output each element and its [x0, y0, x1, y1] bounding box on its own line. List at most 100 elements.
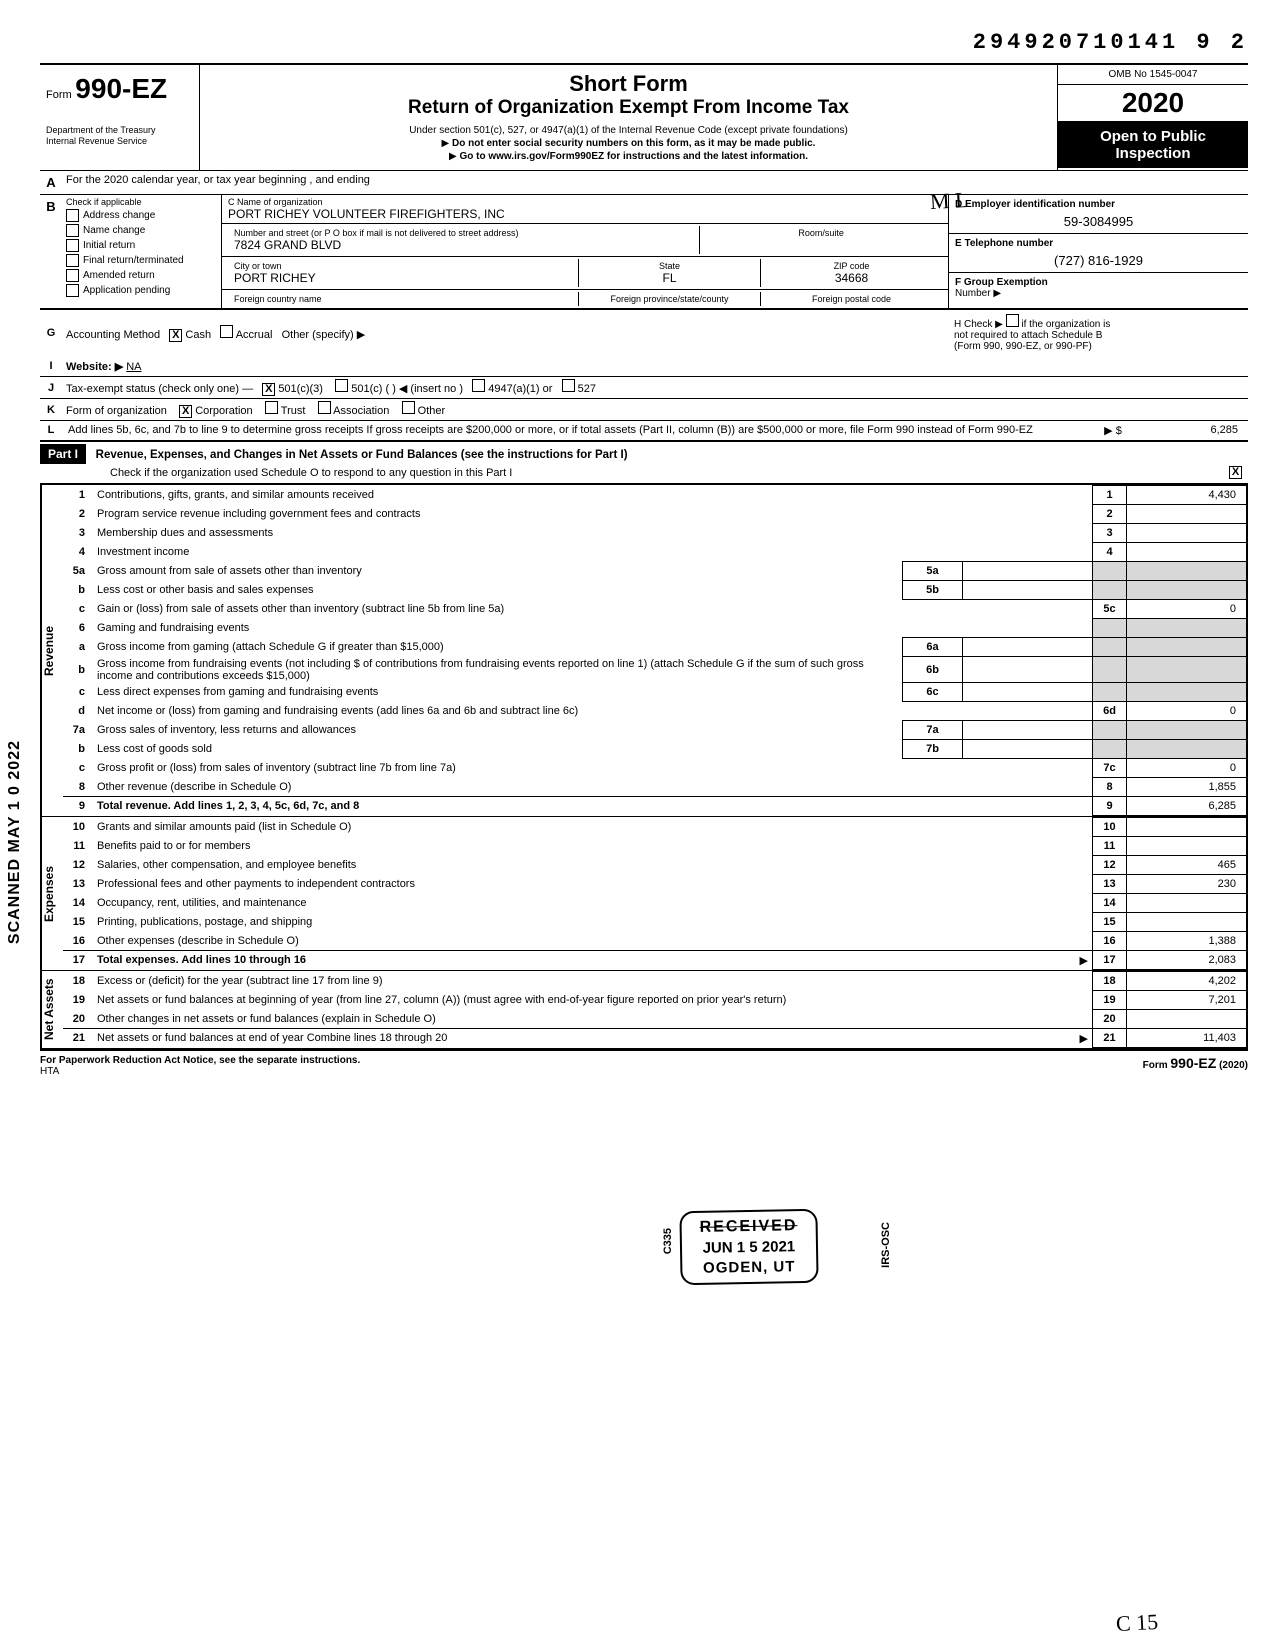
line-10-desc: Grants and similar amounts paid (list in…	[93, 818, 1093, 837]
foreign-province-label: Foreign province/state/county	[585, 294, 754, 304]
label-l: L	[40, 424, 62, 437]
line-7b-box: 7b	[903, 740, 963, 759]
net-assets-side-label: Net Assets	[41, 971, 63, 1048]
line-9-desc: Total revenue. Add lines 1, 2, 3, 4, 5c,…	[93, 797, 1093, 816]
line-21-desc: Net assets or fund balances at end of ye…	[93, 1029, 1047, 1048]
chk-schedule-o-part1[interactable]	[1229, 466, 1242, 479]
line-6c-box: 6c	[903, 683, 963, 702]
foreign-postal-label: Foreign postal code	[767, 294, 936, 304]
line-19-desc: Net assets or fund balances at beginning…	[93, 991, 1093, 1010]
omb-box: OMB No 1545-0047 2020 Open to Public Ins…	[1058, 65, 1248, 170]
chk-trust[interactable]	[265, 401, 278, 414]
chk-label: Address change	[83, 210, 155, 221]
row-h: H Check ▶ if the organization is not req…	[948, 312, 1248, 354]
net-assets-section: Net Assets 18Excess or (deficit) for the…	[40, 970, 1248, 1049]
state-label: State	[585, 261, 754, 271]
opt-trust: Trust	[281, 405, 306, 417]
opt-527: 527	[578, 383, 596, 395]
opt-association: Association	[333, 405, 389, 417]
line-18-desc: Excess or (deficit) for the year (subtra…	[93, 972, 1093, 991]
title-sub: Return of Organization Exempt From Incom…	[210, 97, 1047, 119]
chk-cash[interactable]	[169, 329, 182, 342]
tax-exempt-label: Tax-exempt status (check only one) —	[66, 383, 253, 395]
line-5a-desc: Gross amount from sale of assets other t…	[93, 562, 903, 581]
open-to-public: Open to Public Inspection	[1058, 122, 1248, 168]
form-header: Form 990-EZ Department of the Treasury I…	[40, 63, 1248, 171]
stamp-location: OGDEN, UT	[700, 1258, 798, 1277]
line-7a-desc: Gross sales of inventory, less returns a…	[93, 721, 903, 740]
phone-cell: E Telephone number (727) 816-1929	[949, 234, 1248, 273]
line-18-val: 4,202	[1127, 972, 1247, 991]
chk-4947[interactable]	[472, 379, 485, 392]
form-prefix: Form	[46, 89, 72, 101]
state-value: FL	[585, 271, 754, 285]
footer-row: For Paperwork Reduction Act Notice, see …	[40, 1049, 1248, 1077]
label-k: K	[40, 404, 62, 416]
label-i: I	[40, 360, 62, 372]
zip-value: 34668	[767, 271, 936, 285]
line-4-val	[1127, 543, 1247, 562]
addr-value: 7824 GRAND BLVD	[234, 238, 693, 252]
org-street-cell: Number and street (or P O box if mail is…	[222, 224, 948, 257]
chk-schedule-b[interactable]	[1006, 314, 1019, 327]
chk-association[interactable]	[318, 401, 331, 414]
chk-amended-return[interactable]: Amended return	[66, 269, 217, 282]
phone-value: (727) 816-1929	[955, 253, 1242, 268]
expenses-table: 10Grants and similar amounts paid (list …	[63, 817, 1247, 970]
city-label: City or town	[234, 261, 572, 271]
chk-name-change[interactable]: Name change	[66, 224, 217, 237]
chk-corporation[interactable]	[179, 405, 192, 418]
h-text-4: (Form 990, 990-EZ, or 990-PF)	[954, 341, 1092, 352]
org-city-row: City or town Port Richey State FL ZIP co…	[222, 257, 948, 290]
part-1-check-text: Check if the organization used Schedule …	[110, 467, 1229, 479]
net-assets-table: 18Excess or (deficit) for the year (subt…	[63, 971, 1247, 1048]
line-7b-desc: Less cost of goods sold	[93, 740, 903, 759]
chk-501c[interactable]	[335, 379, 348, 392]
line-16-desc: Other expenses (describe in Schedule O)	[93, 932, 1093, 951]
part-1-title: Revenue, Expenses, and Changes in Net As…	[90, 447, 634, 463]
chk-application-pending[interactable]: Application pending	[66, 284, 217, 297]
line-3-desc: Membership dues and assessments	[93, 524, 1093, 543]
chk-initial-return[interactable]: Initial return	[66, 239, 217, 252]
room-label: Room/suite	[706, 228, 936, 238]
line-8-desc: Other revenue (describe in Schedule O)	[93, 778, 1093, 797]
line-7c-desc: Gross profit or (loss) from sales of inv…	[93, 759, 1093, 778]
org-foreign-row: Foreign country name Foreign province/st…	[222, 290, 948, 308]
handwriting-initials-1: M L	[929, 187, 969, 215]
chk-501c3[interactable]	[262, 383, 275, 396]
label-g: G	[40, 327, 62, 339]
line-1-val: 4,430	[1127, 486, 1247, 505]
row-i: I Website: ▶ NA	[40, 356, 1248, 376]
chk-label: Name change	[83, 225, 145, 236]
chk-label: Amended return	[83, 270, 155, 281]
accounting-method: Accounting Method Cash Accrual Other (sp…	[62, 325, 948, 342]
chk-accrual[interactable]	[220, 325, 233, 338]
stamp-side-left: C335	[662, 1228, 674, 1254]
chk-final-return[interactable]: Final return/terminated	[66, 254, 217, 267]
org-info-block: B Check if applicable Address change Nam…	[40, 195, 1248, 309]
addr-label: Number and street (or P O box if mail is…	[234, 228, 693, 238]
line-3-val	[1127, 524, 1247, 543]
chk-address-change[interactable]: Address change	[66, 209, 217, 222]
opt-cash: Cash	[185, 329, 211, 341]
chk-527[interactable]	[562, 379, 575, 392]
stamp-side-right: IRS-OSC	[880, 1222, 892, 1268]
opt-corporation: Corporation	[195, 405, 252, 417]
footer-form-prefix: Form	[1143, 1060, 1171, 1071]
website-row: Website: ▶ NA	[62, 360, 1248, 373]
document-id-header: 294920710141 9 2	[40, 30, 1248, 55]
line-15-desc: Printing, publications, postage, and shi…	[93, 913, 1093, 932]
footer-form-year: (2020)	[1216, 1060, 1248, 1071]
line-6a-box: 6a	[903, 638, 963, 657]
line-4-desc: Investment income	[93, 543, 1093, 562]
line-1-desc: Contributions, gifts, grants, and simila…	[93, 486, 1093, 505]
row-k: K Form of organization Corporation Trust…	[40, 398, 1248, 420]
line-6d-desc: Net income or (loss) from gaming and fun…	[93, 702, 1093, 721]
chk-other-org[interactable]	[402, 401, 415, 414]
tax-exempt-status: Tax-exempt status (check only one) — 501…	[62, 379, 1248, 396]
line-5b-box: 5b	[903, 581, 963, 600]
line-12-val: 465	[1127, 856, 1247, 875]
opt-accrual: Accrual	[236, 329, 273, 341]
line-16-val: 1,388	[1127, 932, 1247, 951]
line-10-val	[1127, 818, 1247, 837]
